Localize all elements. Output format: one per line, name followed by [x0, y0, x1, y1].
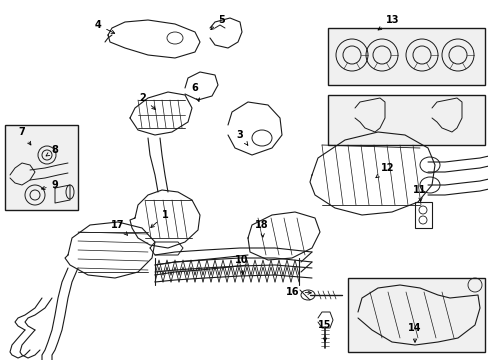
- Text: 13: 13: [377, 15, 399, 30]
- Text: 6: 6: [191, 83, 199, 102]
- Bar: [327, 95, 484, 145]
- Bar: [347, 278, 484, 352]
- Text: 10: 10: [235, 255, 248, 274]
- Text: 3: 3: [236, 130, 247, 145]
- Bar: [327, 28, 484, 85]
- Bar: [5, 125, 78, 210]
- Text: 4: 4: [95, 20, 115, 33]
- Text: 11: 11: [412, 185, 426, 201]
- Text: 2: 2: [140, 93, 155, 109]
- Text: 17: 17: [111, 220, 127, 235]
- Bar: [414, 202, 431, 228]
- Text: 14: 14: [407, 323, 421, 342]
- Text: 18: 18: [255, 220, 268, 237]
- Text: 12: 12: [375, 163, 394, 178]
- Text: 9: 9: [41, 180, 58, 190]
- Text: 1: 1: [150, 210, 168, 228]
- Text: 7: 7: [19, 127, 31, 145]
- Text: 8: 8: [46, 145, 59, 156]
- Text: 15: 15: [318, 320, 331, 341]
- Text: 5: 5: [210, 15, 225, 30]
- Text: 16: 16: [285, 287, 311, 297]
